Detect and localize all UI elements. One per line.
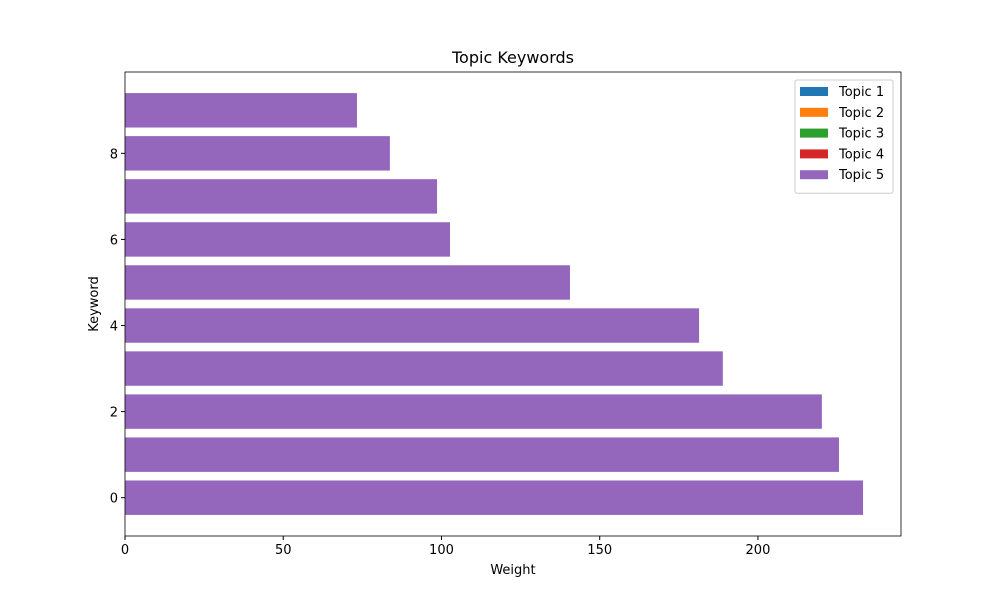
legend-swatch — [800, 149, 828, 159]
legend-label: Topic 3 — [838, 127, 884, 142]
plot-frame — [124, 71, 902, 537]
y-tick-label: 2 — [110, 406, 118, 421]
y-tick-label: 4 — [110, 320, 118, 335]
legend-swatch — [800, 107, 828, 117]
legend-label: Topic 4 — [838, 147, 884, 162]
y-tick-label: 8 — [110, 147, 118, 162]
y-axis-label: Keyword — [87, 276, 102, 332]
x-tick-label: 0 — [121, 543, 129, 558]
bar — [125, 437, 839, 472]
legend-swatch — [800, 170, 828, 180]
bar — [125, 394, 822, 429]
legend-label: Topic 5 — [838, 168, 884, 183]
bar — [125, 179, 438, 214]
y-tick-label: 6 — [110, 233, 118, 248]
legend-swatch — [800, 128, 828, 138]
bar — [125, 308, 700, 343]
legend-swatch — [800, 87, 828, 96]
legend-label: Topic 1 — [838, 85, 884, 100]
y-tick-label: 0 — [110, 492, 118, 507]
chart-title: Topic Keywords — [451, 48, 574, 67]
legend-label: Topic 2 — [838, 106, 884, 121]
x-tick-label: 100 — [429, 543, 454, 558]
bar — [125, 136, 390, 171]
bar — [125, 93, 357, 128]
bar — [125, 265, 570, 300]
x-axis-label: Weight — [490, 563, 535, 578]
x-tick-label: 200 — [746, 543, 771, 558]
bar — [125, 480, 864, 515]
bar — [125, 351, 723, 386]
x-tick-label: 150 — [587, 543, 612, 558]
x-tick-label: 50 — [275, 543, 292, 558]
bar — [125, 222, 451, 257]
